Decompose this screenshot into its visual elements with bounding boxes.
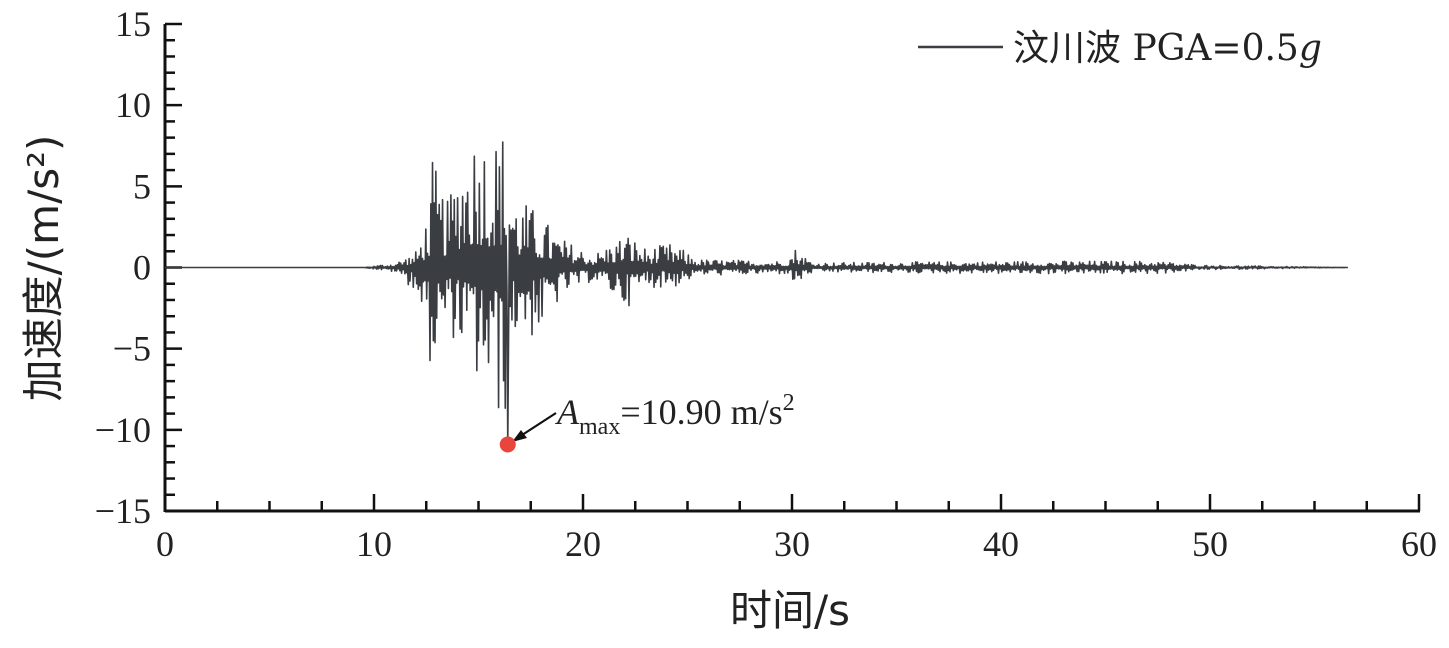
peak-label: Amax=10.90 m/s2 (555, 390, 795, 440)
y-tick-label: −15 (95, 491, 151, 531)
peak-arrow-head (512, 430, 527, 442)
peak-annotation: Amax=10.90 m/s2 (499, 390, 795, 453)
y-tick-label: 0 (133, 248, 151, 288)
series-line-wenchuan (165, 141, 1348, 446)
y-tick-labels: 15 10 5 0 −5 −10 −15 (95, 4, 151, 531)
x-tick-label: 20 (565, 524, 601, 564)
legend-label: 汶川波 PGA=0.5g (1013, 28, 1322, 69)
x-tick-labels: 0 10 20 30 40 50 60 (156, 524, 1437, 564)
x-tick-label: 30 (774, 524, 810, 564)
y-tick-label: −10 (95, 410, 151, 450)
chart-ticks (163, 22, 1421, 513)
y-axis-title: 加速度/(m/s²) (19, 135, 68, 402)
x-axis-title: 时间/s (730, 586, 850, 635)
x-tick-label: 0 (156, 524, 174, 564)
y-tick-label: −5 (113, 329, 151, 369)
y-tick-label: 10 (115, 85, 151, 125)
y-tick-label: 15 (115, 4, 151, 44)
x-tick-label: 50 (1192, 524, 1228, 564)
x-tick-label: 60 (1401, 524, 1437, 564)
x-tick-label: 10 (356, 524, 392, 564)
y-tick-label: 5 (133, 166, 151, 206)
peak-marker (499, 436, 516, 453)
legend: 汶川波 PGA=0.5g (918, 28, 1322, 69)
x-tick-label: 40 (983, 524, 1019, 564)
peak-arrow-shaft (518, 412, 557, 438)
